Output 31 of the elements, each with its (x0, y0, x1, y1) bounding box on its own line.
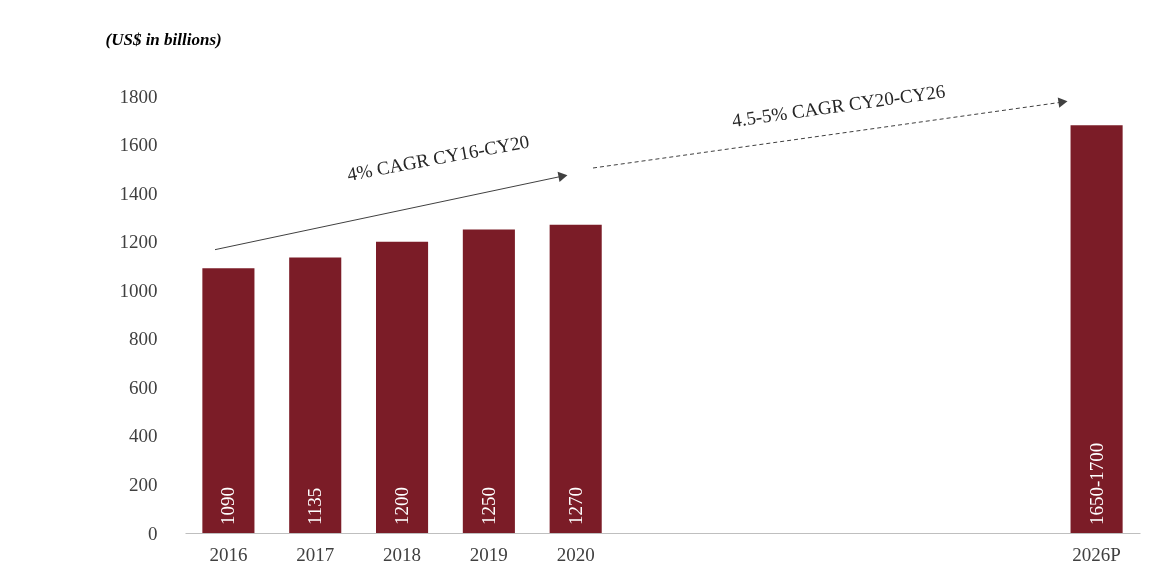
x-tick-label: 2016 (209, 543, 248, 565)
data-label: 1270 (564, 487, 586, 525)
x-tick-label: 2020 (556, 543, 595, 565)
bar (549, 224, 602, 533)
data-label: 1135 (304, 487, 326, 525)
annotation: 4.5-5% CAGR CY20-CY26 (730, 80, 947, 131)
x-tick-label: 2018 (383, 543, 422, 565)
y-tick-label: 0 (148, 522, 158, 544)
y-tick-label: 1200 (119, 231, 158, 253)
x-tick-label: 2019 (469, 543, 508, 565)
bar (289, 257, 342, 533)
bar (202, 268, 255, 533)
x-tick-label: 2017 (296, 543, 335, 565)
x-tick-label: 2026P (1072, 543, 1121, 565)
data-label: 1090 (217, 487, 239, 525)
data-label: 1650-1700 (1085, 442, 1107, 525)
y-tick-label: 1800 (119, 85, 158, 107)
bar (462, 229, 515, 533)
y-tick-label: 1600 (119, 134, 158, 156)
data-label: 1200 (391, 487, 413, 525)
data-label: 1250 (477, 487, 499, 525)
annotation: 4% CAGR CY16-CY20 (345, 130, 531, 185)
y-tick-label: 1400 (119, 182, 158, 204)
y-tick-label: 600 (129, 376, 158, 398)
bar (376, 241, 429, 533)
bar (1070, 125, 1123, 533)
y-tick-label: 800 (129, 328, 158, 350)
y-axis-title: (US$ in billions) (105, 29, 222, 49)
y-tick-label: 200 (129, 473, 158, 495)
y-tick-label: 1000 (119, 279, 158, 301)
y-tick-label: 400 (129, 425, 158, 447)
